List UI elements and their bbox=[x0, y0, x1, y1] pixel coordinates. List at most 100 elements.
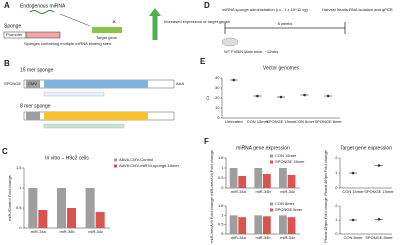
label: SPONGE bbox=[4, 81, 21, 86]
bar bbox=[254, 215, 263, 234]
label: CMV bbox=[28, 81, 37, 86]
y-tick-label: 1 bbox=[19, 185, 22, 190]
bar bbox=[287, 217, 296, 234]
cmv-box bbox=[26, 112, 40, 120]
x-tick-label: SPONGE 8mer bbox=[315, 119, 343, 124]
x-tick-label: miR-34a bbox=[231, 189, 247, 194]
legend-swatch bbox=[270, 202, 273, 206]
y-axis-label: Phactr4/Hprt Fold change bbox=[323, 196, 328, 242]
legend-label: SPONGE 8mer bbox=[275, 207, 303, 212]
up-arrow-head bbox=[149, 8, 161, 16]
sponge-sites bbox=[44, 80, 148, 88]
bar bbox=[279, 168, 287, 188]
x-tick-label: miR-34c bbox=[280, 189, 295, 194]
bar bbox=[263, 216, 271, 234]
y-tick-label: 40 bbox=[215, 75, 220, 80]
bar bbox=[238, 217, 247, 234]
site-detail bbox=[43, 91, 105, 97]
y-tick-label: 2 bbox=[335, 155, 338, 160]
x-tick-label: CON 8mer bbox=[295, 119, 315, 124]
y-tick-label: 30 bbox=[215, 85, 220, 90]
y-tick-label: 0 bbox=[335, 185, 338, 190]
y-axis-label: miR-/Control Fold change bbox=[7, 174, 12, 220]
y-tick-label: 1.5 bbox=[218, 155, 224, 160]
legend-swatch bbox=[114, 158, 117, 162]
label: Harvest hearts RNA isolation and qPCR bbox=[322, 7, 393, 12]
panel-label: C bbox=[2, 147, 8, 156]
label: WT FVB/N Male mice, ~12wks bbox=[224, 49, 278, 54]
legend-swatch bbox=[114, 164, 117, 168]
legend-label: AAV6-CMV-Control bbox=[119, 157, 153, 162]
y-tick-label: 0 bbox=[221, 231, 224, 236]
x-tick-label: SPONGE 8mer bbox=[365, 235, 393, 240]
x-tick-label: CON 8mer bbox=[343, 235, 363, 240]
chart-title: Vector genomes bbox=[263, 65, 300, 71]
bar bbox=[28, 188, 38, 228]
y-tick-label: 1 bbox=[221, 165, 224, 170]
bar bbox=[85, 188, 95, 228]
y-tick-label: 0 bbox=[19, 225, 22, 230]
x-tick-label: miR-34a bbox=[231, 235, 247, 240]
panel-label: F bbox=[204, 137, 209, 146]
cmv-box bbox=[26, 80, 40, 88]
y-tick-label: 1 bbox=[335, 170, 338, 175]
y-axis-label: miR-/neo/U6 Fold change bbox=[209, 196, 214, 242]
dot bbox=[351, 218, 355, 222]
label: Sponge bbox=[4, 23, 21, 29]
x-tick-label: CON 15mer bbox=[247, 119, 269, 124]
bar bbox=[238, 176, 247, 188]
bar bbox=[254, 168, 263, 188]
x-tick-label: SPONGE 15mer bbox=[364, 189, 394, 194]
legend-swatch bbox=[270, 154, 273, 158]
dot bbox=[256, 94, 259, 98]
dot bbox=[232, 78, 236, 82]
chart-title: miRNA gene expression bbox=[236, 145, 290, 151]
legend-label: CON 8mer bbox=[275, 201, 295, 206]
panel-label: B bbox=[4, 59, 10, 68]
y-tick-label: 2 bbox=[335, 203, 338, 208]
dot bbox=[326, 94, 330, 98]
label: 8 weeks bbox=[278, 21, 293, 26]
legend-label: SPONGE 15mer bbox=[275, 159, 305, 164]
bar bbox=[38, 210, 48, 228]
arrow bbox=[59, 13, 91, 27]
dot bbox=[303, 93, 306, 97]
x-tick-label: miR-34c bbox=[88, 229, 103, 234]
site-detail bbox=[43, 123, 125, 129]
dot bbox=[279, 95, 283, 99]
x-tick-label: miR-34b bbox=[255, 189, 271, 194]
x-tick-label: miR-34a bbox=[31, 229, 47, 234]
x-tick-label: SPONGE 15mer bbox=[266, 119, 296, 124]
dot bbox=[351, 171, 355, 175]
y-tick-label: 0.5 bbox=[218, 222, 224, 227]
bar bbox=[279, 215, 287, 234]
chart-title: In vitro – H9c2 cells bbox=[45, 155, 89, 161]
x-mark: ✕ bbox=[112, 19, 116, 25]
label: AAA bbox=[176, 81, 184, 86]
legend-swatch bbox=[270, 208, 273, 212]
label: Promoter bbox=[6, 32, 23, 37]
legend-label: AAV6-CMV-miR34-sponge-15mer bbox=[119, 163, 180, 168]
y-tick-label: 0 bbox=[221, 185, 224, 190]
label: Increased expression of target genes bbox=[164, 19, 230, 24]
legend-swatch bbox=[270, 160, 273, 164]
panel-label: A bbox=[4, 1, 10, 10]
bar bbox=[67, 208, 77, 228]
y-tick-label: 20 bbox=[215, 95, 220, 100]
sponge-sites bbox=[44, 112, 148, 120]
x-tick-label: miR-34b bbox=[255, 235, 271, 240]
y-tick-label: 1.5 bbox=[218, 203, 224, 208]
y-tick-label: 1 bbox=[221, 212, 224, 217]
x-tick-label: miR-34c bbox=[280, 235, 295, 240]
y-tick-label: 10 bbox=[215, 105, 220, 110]
label: 15 mer sponge bbox=[20, 67, 54, 73]
label: Target gene bbox=[96, 35, 118, 40]
label: miRNA sponge administration (i.v., 1 x 1… bbox=[222, 7, 308, 12]
y-tick-label: 0 bbox=[335, 231, 338, 236]
chart-title: Target gene expression bbox=[340, 145, 392, 151]
y-tick-label: 1.5 bbox=[16, 165, 22, 170]
x-tick-label: miR-34b bbox=[59, 229, 75, 234]
dot bbox=[377, 164, 381, 167]
y-axis-label: Ct bbox=[205, 95, 210, 100]
